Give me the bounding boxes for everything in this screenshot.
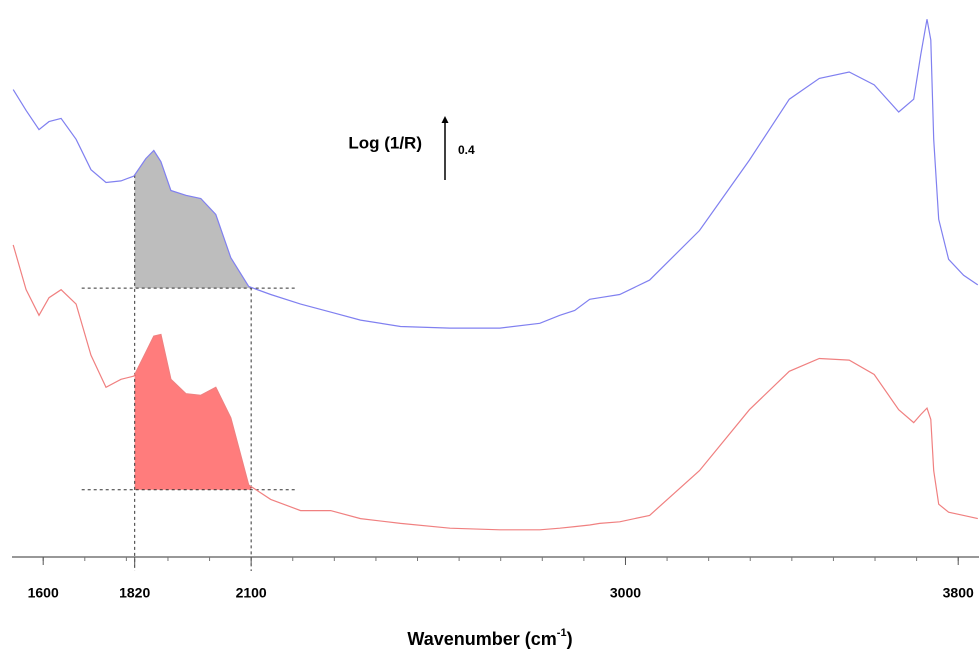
x-axis-label-sup: -1 xyxy=(557,627,567,639)
x-axis-label-part: ) xyxy=(567,629,573,649)
x-axis-label-part: Wavenumber (cm xyxy=(407,629,556,649)
x-tick-label: 1600 xyxy=(28,585,59,601)
spectrum-line xyxy=(12,19,979,329)
x-tick-label: 1820 xyxy=(119,585,150,601)
x-tick-label: 3000 xyxy=(610,585,641,601)
scale-bar-value: 0.4 xyxy=(458,143,475,157)
x-tick-label: 3800 xyxy=(943,585,974,601)
x-tick-label: 2100 xyxy=(236,585,267,601)
x-axis-label: Wavenumber (cm-1) xyxy=(407,627,572,649)
scale-bar-label: Log (1/R) xyxy=(348,133,422,152)
shaded-band xyxy=(134,334,252,490)
shaded-band xyxy=(134,150,252,289)
spectrum-line xyxy=(12,244,978,531)
scale-bar-arrow xyxy=(441,115,449,123)
